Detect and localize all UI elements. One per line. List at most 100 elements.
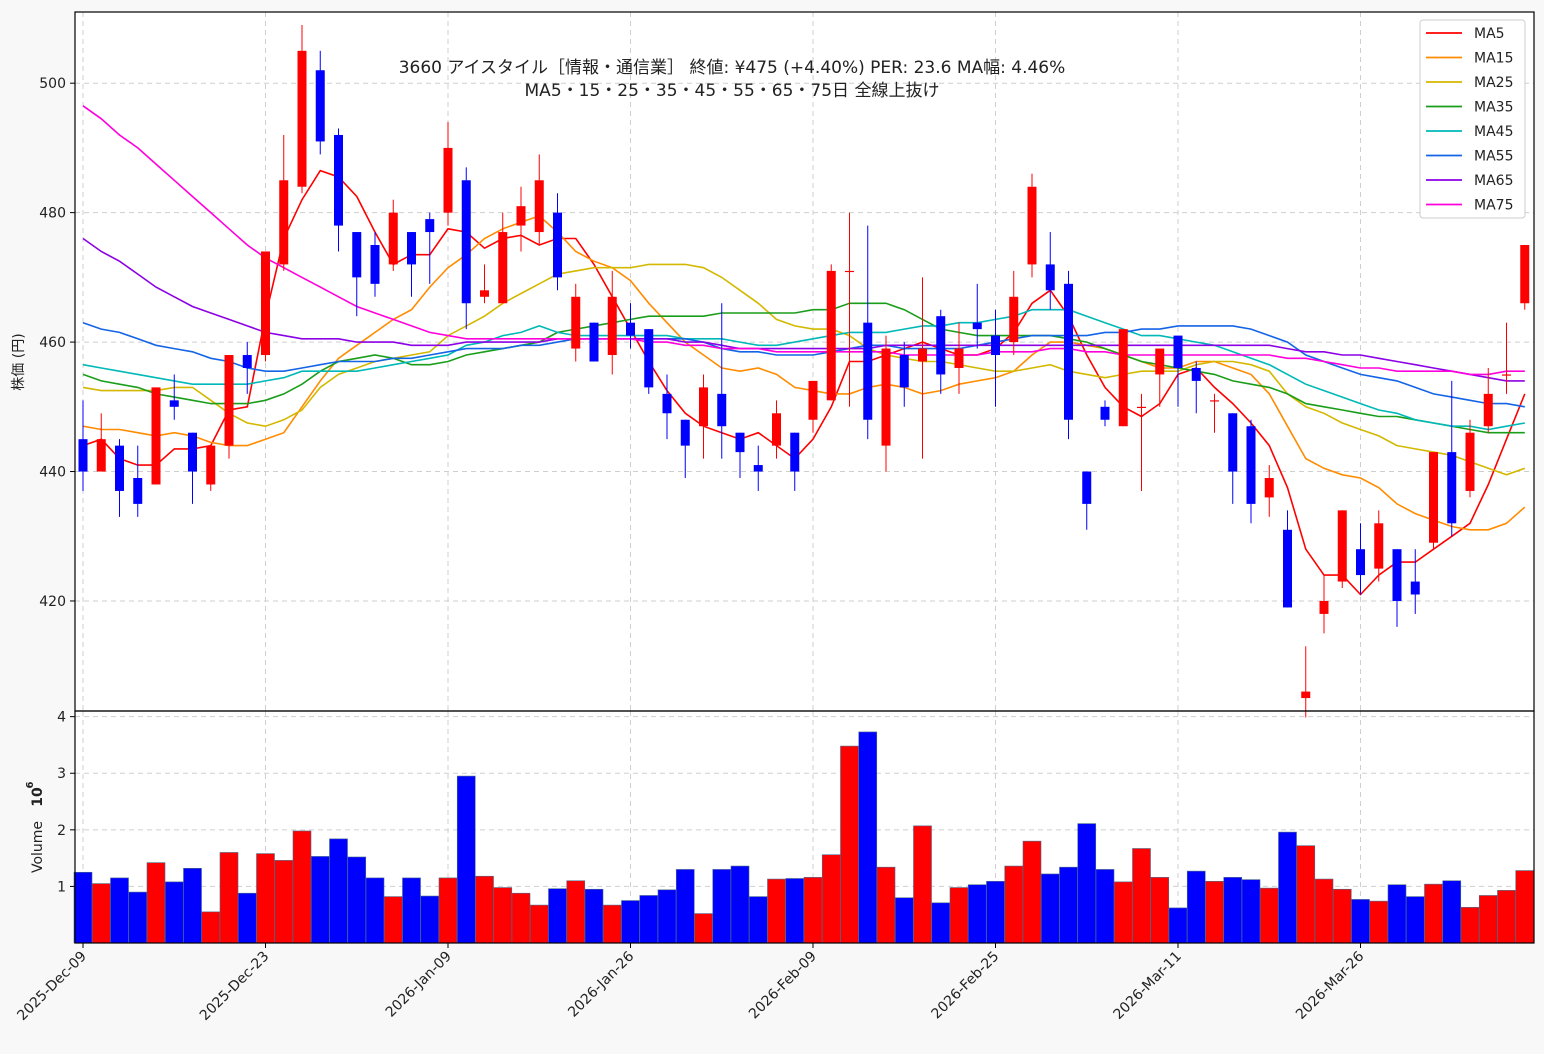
candle-up [1137,406,1146,409]
candle-up [1502,374,1511,376]
candle-up [1009,296,1019,343]
volume-bar [1478,895,1498,944]
candle-down [425,219,435,233]
volume-bar [1150,877,1170,944]
volume-bar [511,892,531,944]
candle-down [662,393,672,414]
candle-up [881,348,891,446]
volume-bar [292,830,312,944]
legend-label-ma25: MA25 [1474,75,1513,91]
volume-bar [91,883,111,944]
volume-bar [183,868,202,944]
volume-bar [219,852,239,944]
ma-line-ma5 [82,169,1526,596]
volume-bar [694,913,713,944]
candle-down [1228,413,1238,472]
volume-bar [1132,848,1151,944]
candle-down [1356,549,1365,576]
volume-bar [1223,877,1243,944]
candle-up [480,290,489,297]
candle-down [790,432,800,472]
chart-title-line1: 3660 アイスタイル［情報・通信業］ 終値: ¥475 (+4.40%) PE… [399,58,1066,78]
volume-bar [1442,880,1462,944]
candle-up [826,270,836,401]
legend-label-ma55: MA55 [1474,149,1513,165]
volume-y-tick-label: 4 [57,710,66,726]
price-plot-area [75,12,1534,711]
volume-bar [675,869,695,944]
candle-up [279,180,289,265]
volume-bar [803,877,823,944]
volume-bar [347,856,367,944]
candle-up [1319,600,1329,614]
candle-down [115,445,124,491]
legend-label-ma5: MA5 [1474,26,1505,42]
candle-up [1374,523,1384,569]
candle-down [169,400,179,407]
volume-bar [986,881,1005,944]
volume-bar [1387,884,1407,944]
volume-bar [1259,887,1279,944]
candle-up [699,387,708,427]
legend-label-ma75: MA75 [1474,198,1513,214]
volume-bar [1460,907,1480,944]
candle-down [133,478,143,504]
candle-up [224,355,234,446]
moving-average-lines [82,105,1526,596]
volume-bar [767,878,786,944]
legend-label-ma65: MA65 [1474,173,1513,189]
candle-up [1155,348,1165,375]
candle-up [516,206,526,226]
legend-label-ma15: MA15 [1474,51,1513,67]
volume-bar [931,902,951,944]
volume-bar [876,866,896,944]
volume-bar [146,862,166,944]
volume-bar [1022,840,1042,944]
volume-bar [402,877,421,944]
volume-bar [1059,866,1078,944]
volume-bar [110,877,129,944]
volume-bar [1351,899,1370,944]
legend-label-ma45: MA45 [1474,124,1513,140]
candle-down [1392,549,1402,601]
volume-bar [365,877,385,944]
candle-down [589,322,599,362]
candle-up [1027,186,1037,265]
volume-bar [438,877,458,944]
candle-down [1082,471,1092,504]
volume-bar [1296,845,1316,944]
candle-up [1520,245,1530,304]
candle-down [78,439,88,472]
volume-bar [639,895,659,944]
candle-up [498,232,508,304]
volume-y-axis-label: Volume [30,821,46,873]
ma-line-ma45 [82,308,1525,431]
candle-down [461,180,471,304]
volume-bar [456,775,476,944]
candle-down [899,355,909,388]
candle-up [1337,510,1347,582]
candle-down [553,212,562,278]
candle-down [407,232,416,265]
candle-down [188,432,197,472]
price-y-tick-label: 500 [39,76,66,92]
ma-line-ma55 [82,321,1525,408]
candle-down [315,70,325,142]
price-y-tick-label: 480 [39,206,66,222]
candle-up [96,439,106,472]
volume-bar [967,884,987,944]
ma-line-ma35 [82,302,1525,434]
candle-down [370,245,380,284]
volume-bar [949,887,969,944]
volume-bar [237,892,257,944]
volume-bar [493,887,513,944]
volume-exponent-power: 6 [25,781,36,788]
volume-bar [566,880,586,944]
volume-bar [310,856,330,944]
volume-bar [1241,879,1261,944]
candle-up [772,413,781,446]
volume-bar [1077,823,1097,944]
volume-bar [548,888,567,944]
candle-up [388,212,398,265]
volume-bar [712,869,732,944]
